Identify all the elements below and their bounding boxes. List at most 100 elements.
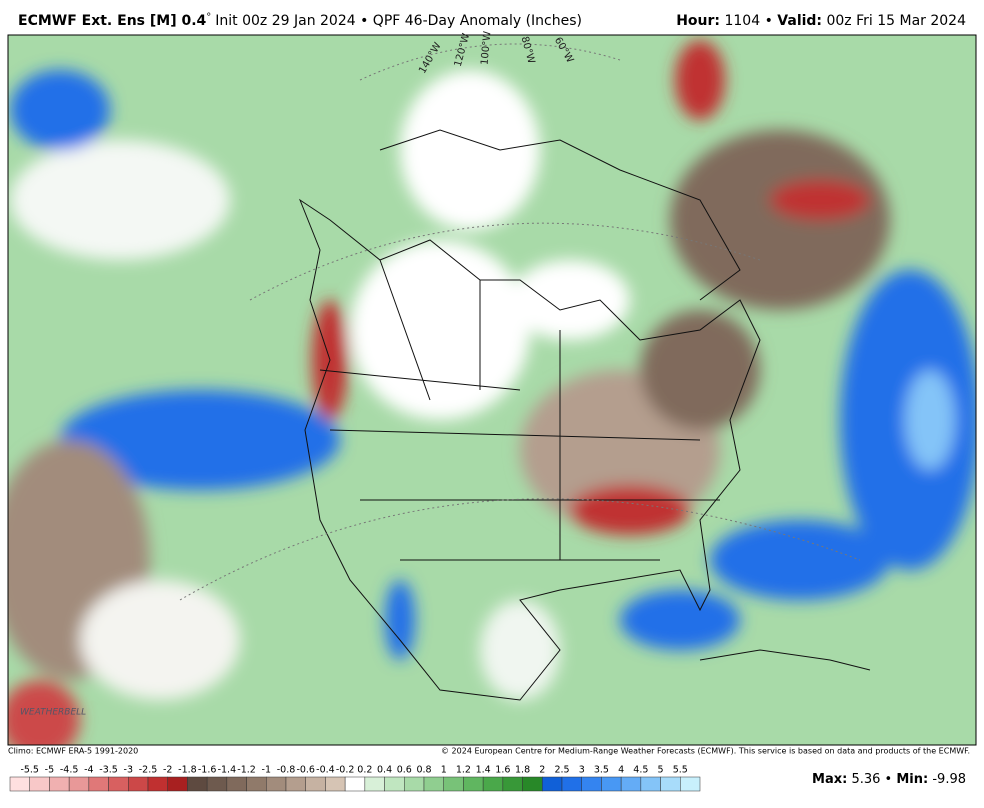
hour-label: Hour:: [676, 13, 720, 29]
continent-outline: [298, 198, 761, 701]
model: ECMWF Ext. Ens [M] 0.4: [18, 13, 207, 29]
colorbar-label: -4.5: [60, 765, 79, 776]
color-box: [581, 776, 602, 792]
colorbar-label: -0.4: [316, 765, 335, 776]
colorbar-label: -0.2: [336, 765, 355, 776]
climo: Climo: ECMWF ERA-5 1991-2020: [8, 747, 138, 756]
color-box: [266, 776, 287, 792]
sep: •: [885, 772, 893, 787]
graticule: [179, 43, 861, 601]
color-box: [482, 776, 504, 792]
map: 140°W 120°W 100°W 80°W 60°W WEATHERBELL: [7, 31, 977, 746]
color-box: [305, 776, 326, 792]
colorbar-label: -3: [124, 765, 133, 776]
colorbar-label: -2: [163, 765, 172, 776]
colorbar-label: -0.8: [277, 765, 296, 776]
field: [670, 130, 890, 310]
lat-line: [359, 43, 621, 81]
colorbar-label: 3.5: [594, 765, 609, 776]
color-box: [502, 776, 523, 792]
color-box: [542, 776, 563, 792]
color-box: [660, 776, 681, 792]
colorbar-label: 1.4: [476, 765, 491, 776]
field: [770, 180, 870, 220]
copyright: © 2024 European Centre for Medium-Range …: [441, 747, 970, 756]
logo: WEATHERBELL: [20, 708, 86, 718]
color-box: [167, 776, 188, 792]
colorbar-label: 5: [658, 765, 664, 776]
color-box: [226, 776, 247, 792]
color-box: [9, 776, 30, 792]
color-box: [325, 776, 346, 792]
color-box: [147, 776, 168, 792]
colorbar-label: 5.5: [673, 765, 688, 776]
title: ECMWF Ext. Ens [M] 0.4° Init 00z 29 Jan 2…: [18, 12, 582, 29]
color-box: [128, 776, 149, 792]
hour: 1104: [724, 13, 760, 29]
coastlines: [298, 129, 871, 701]
colorbar-label: -1.4: [218, 765, 237, 776]
color-box: [620, 776, 642, 792]
colorbar-label: 2.5: [554, 765, 569, 776]
field: [10, 70, 110, 150]
color-box: [680, 776, 701, 792]
colorbar-label: 4.5: [633, 765, 648, 776]
colorbar-label: -1.2: [237, 765, 256, 776]
field: [640, 310, 760, 430]
colorbar-label: -1.6: [198, 765, 217, 776]
valid-label: Valid:: [777, 13, 822, 29]
colorbar-label: 1: [441, 765, 447, 776]
field: [620, 590, 740, 650]
field: [385, 580, 415, 660]
color-box: [108, 776, 129, 792]
max: 5.36: [851, 772, 880, 787]
degree: °: [206, 12, 211, 23]
field: [60, 390, 340, 490]
color-box: [522, 776, 543, 792]
longitude-label: 100°W: [480, 31, 494, 66]
field: [570, 485, 690, 535]
colorbar-label: 1.6: [495, 765, 510, 776]
stats: Max: 5.36 • Min: -9.98: [812, 772, 966, 787]
colorbar-label: -0.6: [296, 765, 315, 776]
colorbar-label: -3.5: [99, 765, 118, 776]
colorbar-label: 4: [618, 765, 624, 776]
color-box: [443, 776, 464, 792]
color-box: [384, 776, 405, 792]
colorbar-label: -2.5: [139, 765, 158, 776]
color-box: [88, 776, 109, 792]
color-box: [404, 776, 425, 792]
colorbar-label: 3: [579, 765, 585, 776]
color-box: [206, 776, 228, 792]
valid: 00z Fri 15 Mar 2024: [826, 13, 966, 29]
borders: [319, 259, 720, 561]
colorbar-label: 2: [539, 765, 545, 776]
color-box: [423, 776, 444, 792]
color-box: [561, 776, 582, 792]
colorbar-label: 0.4: [377, 765, 392, 776]
colorbar-label: 0.6: [397, 765, 412, 776]
max-label: Max:: [812, 772, 847, 787]
color-box: [285, 776, 306, 792]
field: [675, 40, 725, 120]
field: [510, 260, 630, 340]
field: [480, 600, 560, 700]
colorbar-label: -1: [262, 765, 271, 776]
color-box: [463, 776, 484, 792]
color-box: [364, 776, 385, 792]
init: Init 00z 29 Jan 2024 • QPF 46-Day Anomal…: [215, 13, 582, 29]
field: [80, 580, 240, 700]
color-box: [344, 776, 366, 792]
caribbean: [699, 649, 871, 671]
min-label: Min:: [896, 772, 928, 787]
colorbar-label: -5.5: [20, 765, 39, 776]
color-box: [49, 776, 70, 792]
min: -9.98: [932, 772, 966, 787]
field: [400, 70, 540, 230]
lat-line: [249, 222, 761, 301]
valid-info: Hour: 1104 • Valid: 00z Fri 15 Mar 2024: [676, 13, 966, 29]
lat-line: [179, 498, 861, 601]
colorbar: -5.5 -5 -4.5 -4 -3.5 -3 -2.5 -2 -1.8 -1.6 -1.4 -1.2…: [9, 765, 701, 792]
colorbar-label: -4: [84, 765, 93, 776]
